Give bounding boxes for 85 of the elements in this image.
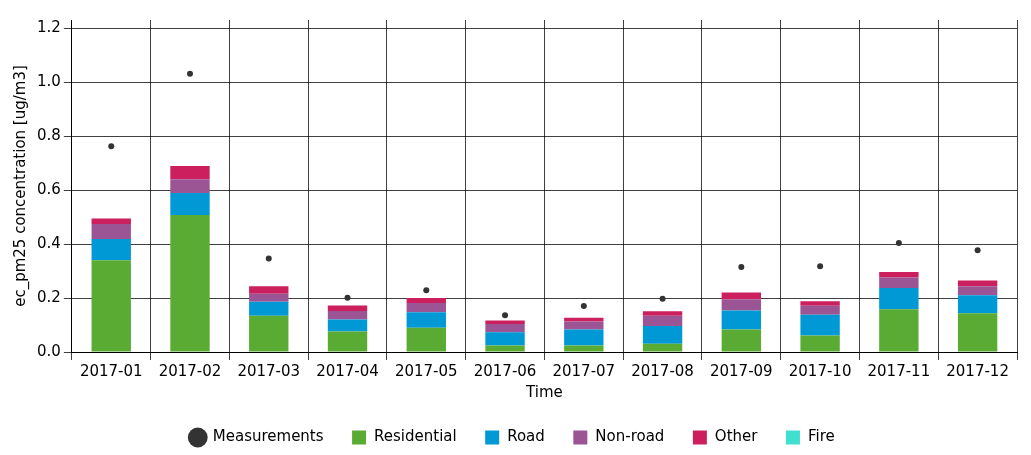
- bar: [800, 301, 840, 306]
- y-tick-label: 0.6: [37, 179, 61, 198]
- bar: [564, 345, 604, 352]
- point: [265, 255, 272, 262]
- point: [974, 247, 981, 254]
- x-axis-title: Time: [525, 382, 563, 401]
- bar: [957, 280, 998, 287]
- legend-label: Other: [714, 427, 759, 446]
- bar: [485, 323, 525, 333]
- bar: [170, 179, 210, 194]
- y-tick-label: 0.8: [37, 125, 61, 144]
- bar: [879, 309, 919, 352]
- bar: [879, 288, 919, 310]
- bar: [800, 305, 840, 315]
- y-tick-label: 0.2: [37, 287, 61, 306]
- bar: [564, 329, 604, 346]
- point: [659, 295, 666, 302]
- x-tick-label: 2017-11: [867, 361, 931, 380]
- bar: [642, 315, 683, 327]
- bar: [957, 313, 998, 352]
- bar: [249, 301, 289, 316]
- bar: [721, 310, 762, 330]
- point: [580, 303, 587, 310]
- point: [502, 312, 509, 319]
- y-tick-label: 1.2: [37, 17, 61, 36]
- bar: [170, 193, 210, 215]
- bar: [485, 345, 525, 352]
- legend-label: Measurements: [212, 427, 324, 446]
- legend-label: Fire: [807, 427, 835, 446]
- bar: [327, 331, 368, 352]
- x-tick-label: 2017-05: [394, 361, 458, 380]
- bar: [721, 329, 762, 352]
- bar: [91, 218, 131, 225]
- legend-label: Road: [507, 427, 545, 446]
- x-tick-label: 2017-08: [631, 361, 694, 380]
- bar: [91, 238, 131, 261]
- x-tick-label: 2017-03: [237, 361, 301, 380]
- x-tick-label: 2017-01: [79, 361, 143, 380]
- bar: [327, 305, 368, 311]
- bar: [879, 277, 919, 289]
- legend-label: Non-road: [595, 427, 665, 446]
- bar: [170, 166, 210, 180]
- bar: [406, 298, 446, 303]
- bar: [91, 224, 131, 239]
- bar: [406, 327, 446, 352]
- x-tick-label: 2017-09: [709, 361, 773, 380]
- bar: [406, 312, 446, 328]
- legend-label: Residential: [374, 427, 457, 446]
- bar: [249, 286, 289, 294]
- bar: [249, 293, 289, 302]
- bar: [327, 319, 368, 332]
- point: [817, 263, 824, 270]
- bar: [642, 343, 683, 352]
- x-tick-label: 2017-07: [552, 361, 616, 380]
- bar: [485, 320, 525, 324]
- bar: [721, 299, 762, 311]
- bar: [957, 295, 998, 314]
- bar: [800, 335, 840, 352]
- y-tick-label: 0.0: [37, 341, 61, 360]
- y-tick-label: 1.0: [37, 71, 61, 90]
- x-tick-label: 2017-10: [788, 361, 852, 380]
- bar: [564, 321, 604, 330]
- bar: [249, 315, 289, 352]
- bar: [642, 311, 683, 316]
- point: [344, 294, 351, 301]
- x-tick-label: 2017-12: [946, 361, 1009, 380]
- point: [895, 239, 902, 246]
- bar: [485, 332, 525, 346]
- point: [108, 143, 115, 150]
- point: [423, 287, 430, 294]
- x-tick-label: 2017-04: [316, 361, 379, 380]
- bar: [170, 214, 210, 352]
- y-axis-title: ec_pm25 concentration [ug/m3]: [10, 65, 30, 307]
- x-tick-label: 2017-02: [158, 361, 222, 380]
- bar: [879, 272, 919, 278]
- point: [187, 70, 193, 77]
- bar: [327, 310, 368, 320]
- bar: [406, 302, 446, 313]
- x-tick-label: 2017-06: [473, 361, 537, 380]
- y-tick-label: 0.4: [37, 233, 61, 252]
- point: [738, 263, 745, 270]
- bar: [957, 286, 998, 296]
- bar: [91, 260, 131, 352]
- bar: [800, 314, 840, 336]
- bar: [642, 326, 683, 344]
